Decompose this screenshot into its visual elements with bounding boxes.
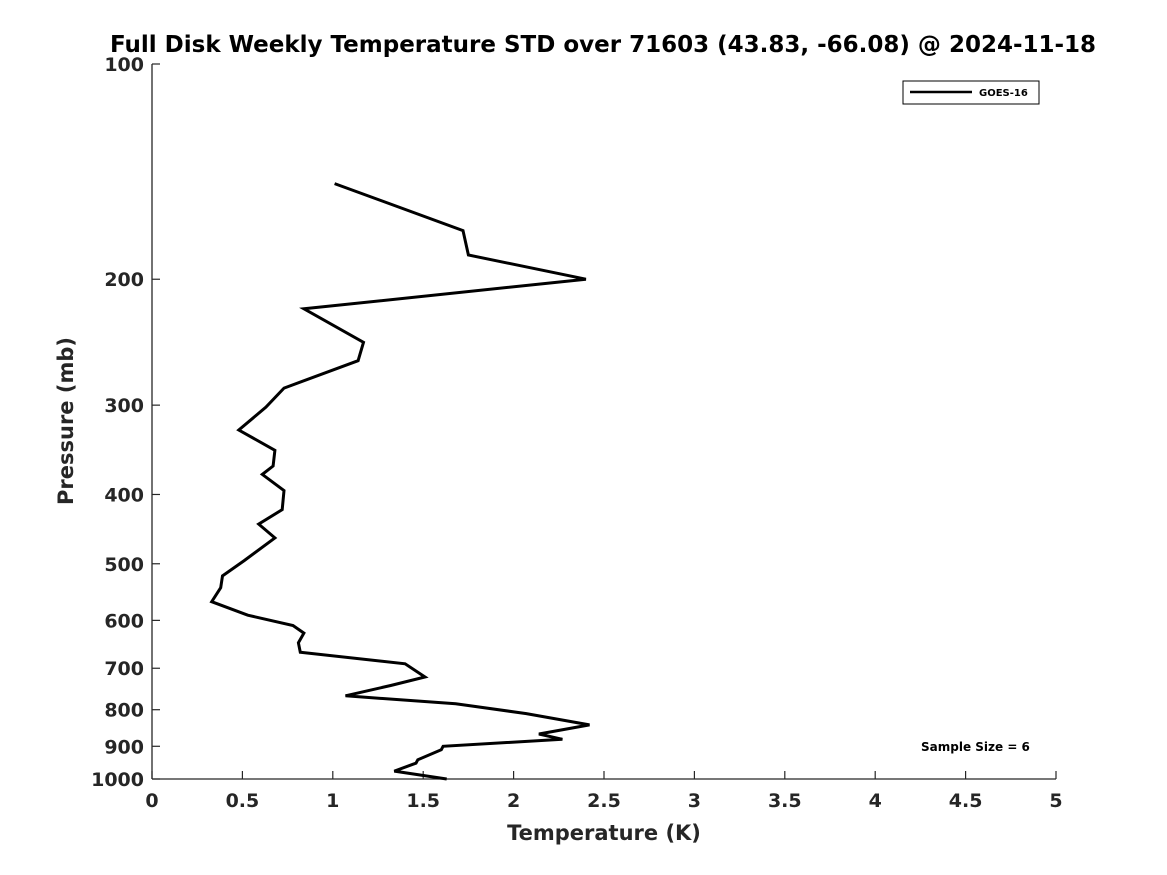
x-tick-label: 4.5 xyxy=(949,790,983,812)
y-tick-label: 500 xyxy=(104,554,144,576)
sample-size-annotation: Sample Size = 6 xyxy=(921,740,1030,754)
y-tick-label: 700 xyxy=(104,658,144,680)
series-line-goes-16 xyxy=(209,182,590,781)
x-axis-label: Temperature (K) xyxy=(507,821,701,845)
y-tick-label: 600 xyxy=(104,610,144,632)
y-tick-label: 1000 xyxy=(91,769,144,791)
legend: GOES-16 xyxy=(902,80,1040,105)
x-tick-label: 1 xyxy=(326,790,339,812)
x-tick-label: 5 xyxy=(1049,790,1062,812)
x-tick-label: 0.5 xyxy=(226,790,260,812)
plot-area xyxy=(151,64,1056,780)
x-tick-label: 3.5 xyxy=(768,790,802,812)
x-tick-label: 4 xyxy=(869,790,882,812)
legend-label: GOES-16 xyxy=(979,88,1028,99)
y-tick-label: 200 xyxy=(104,269,144,291)
y-tick-label: 100 xyxy=(104,54,144,76)
chart-title: Full Disk Weekly Temperature STD over 71… xyxy=(110,32,1096,58)
y-tick-label: 800 xyxy=(104,700,144,722)
series-layer xyxy=(209,182,590,781)
y-tick-label: 400 xyxy=(104,484,144,506)
x-tick-label: 2 xyxy=(507,790,520,812)
y-tick-label: 300 xyxy=(104,395,144,417)
x-tick-label: 0 xyxy=(145,790,158,812)
x-tick-label: 2.5 xyxy=(587,790,621,812)
y-axis-ticks: 100 200 300 400 500 600 700 800 900 1000 xyxy=(91,54,160,791)
x-tick-label: 1.5 xyxy=(406,790,440,812)
y-axis-label: Pressure (mb) xyxy=(54,337,78,505)
y-tick-label: 900 xyxy=(104,736,144,758)
x-axis-ticks: 0 0.5 1 1.5 2 2.5 3 3.5 4 4.5 5 xyxy=(145,771,1063,812)
x-tick-label: 3 xyxy=(688,790,701,812)
